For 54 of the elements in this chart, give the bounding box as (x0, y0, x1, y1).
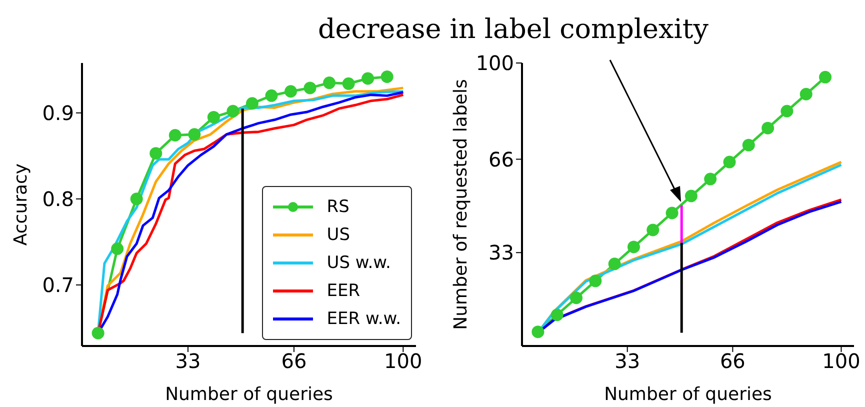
legend-label: US (326, 225, 350, 245)
legend-label: RS (326, 197, 350, 217)
point (168, 129, 182, 142)
point (111, 242, 124, 256)
point (742, 138, 755, 152)
y-tick-label: 100 (476, 51, 514, 76)
point (819, 70, 832, 84)
y-tick-label: 33 (488, 240, 514, 265)
y-tick-label: 0.9 (42, 100, 74, 125)
x-tick-label: 100 (384, 349, 422, 374)
point (646, 224, 660, 236)
point (188, 128, 201, 141)
y-tick-label: 0.8 (42, 187, 74, 212)
point (627, 240, 640, 254)
x-tick-label: 100 (822, 349, 860, 374)
point (550, 308, 564, 322)
point (304, 82, 316, 94)
point (723, 156, 736, 168)
point (246, 97, 258, 110)
x-axis-title: Number of queries (604, 384, 772, 405)
legend-label: US w.w. (326, 253, 391, 273)
text: decrease in label complexity (318, 14, 708, 45)
x-tick-label: 66 (281, 349, 307, 374)
point (323, 76, 336, 90)
point (342, 77, 355, 90)
point (150, 147, 162, 160)
y-tick-label: 0.7 (42, 273, 74, 298)
x-tick-label: 66 (720, 349, 746, 374)
point (532, 326, 544, 338)
y-axis-title: Number of requested labels (450, 79, 472, 330)
point (226, 104, 240, 118)
x-tick-label: 33 (175, 349, 201, 374)
point (92, 326, 104, 340)
y-tick-label: 66 (488, 147, 514, 172)
point (800, 88, 812, 100)
point (608, 258, 621, 270)
point (704, 172, 717, 186)
legend-label: EER w.w. (326, 309, 401, 329)
point (380, 70, 394, 84)
point (130, 192, 143, 206)
x-tick-label: 33 (614, 349, 640, 374)
point (265, 89, 278, 102)
x-axis-title: Number of queries (165, 384, 333, 405)
point (780, 104, 794, 118)
point (589, 274, 602, 288)
point (362, 72, 374, 85)
point (570, 292, 583, 304)
point (762, 122, 774, 134)
point (207, 110, 220, 124)
legend-label: EER (326, 281, 360, 301)
point (666, 206, 678, 220)
point (284, 85, 297, 98)
point (684, 190, 698, 202)
y-axis-title: Accuracy (10, 163, 32, 246)
